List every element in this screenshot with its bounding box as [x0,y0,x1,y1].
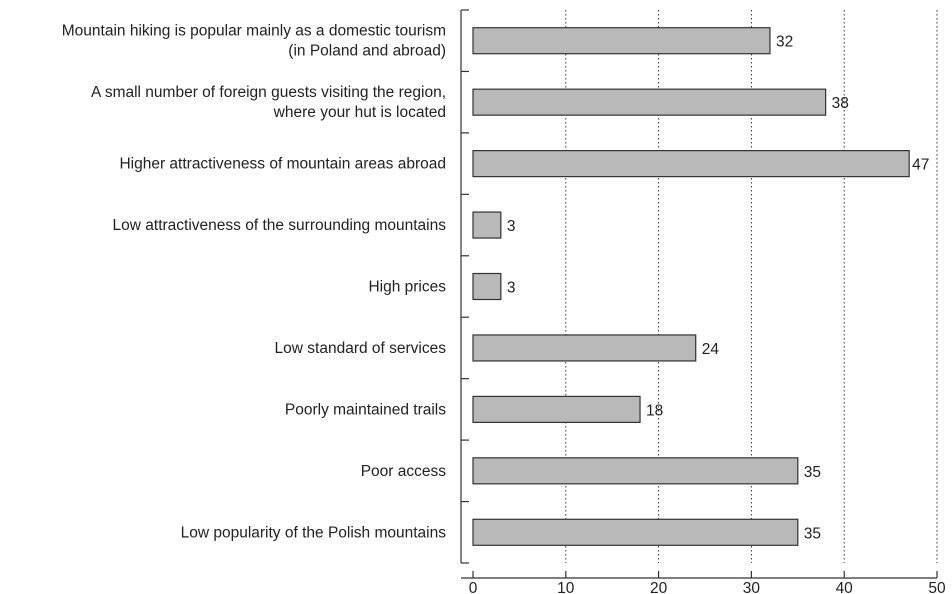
x-tick-label: 30 [743,580,761,594]
category-labels: Mountain hiking is popular mainly as a d… [62,23,446,542]
axes [460,9,938,579]
data-label: 3 [507,218,516,235]
category-label: Poor access [361,463,447,480]
x-tick-labels: 0 10 20 30 40 50 [469,580,946,594]
bar [472,272,502,301]
category-label: Low popularity of the Polish mountains [181,524,447,541]
bar [472,88,827,116]
value-labels: 32 38 47 3 3 24 18 35 35 [507,34,930,543]
data-label: 24 [702,341,720,358]
bar [472,518,799,546]
category-label: High prices [368,279,446,296]
x-tick-label: 50 [928,580,946,594]
bar [472,395,641,423]
x-tick-label: 40 [836,580,854,594]
bar [472,150,910,178]
category-label: Higher attractiveness of mountain areas … [119,156,446,173]
bars [472,27,910,546]
data-label: 47 [912,157,929,174]
data-label: 38 [832,95,849,112]
x-tick-label: 20 [650,580,668,594]
bar [472,211,502,239]
category-label: Mountain hiking is popular mainly as a d… [62,23,446,40]
x-tick-label: 0 [469,580,478,594]
category-label: A small number of foreign guests visitin… [91,84,446,101]
category-label: Low attractiveness of the surrounding mo… [113,217,447,234]
data-label: 18 [646,402,663,419]
bar [472,27,771,55]
category-label: where your hut is located [273,104,446,121]
data-label: 35 [804,525,821,542]
data-label: 32 [776,34,793,51]
bar [472,457,799,485]
category-label: Poorly maintained trails [285,401,446,418]
data-label: 3 [507,280,516,297]
data-label: 35 [804,464,821,481]
category-label: Low standard of services [275,340,447,357]
bar [472,334,697,362]
x-tick-label: 10 [557,580,575,594]
category-label: (in Poland and abroad) [288,43,446,60]
